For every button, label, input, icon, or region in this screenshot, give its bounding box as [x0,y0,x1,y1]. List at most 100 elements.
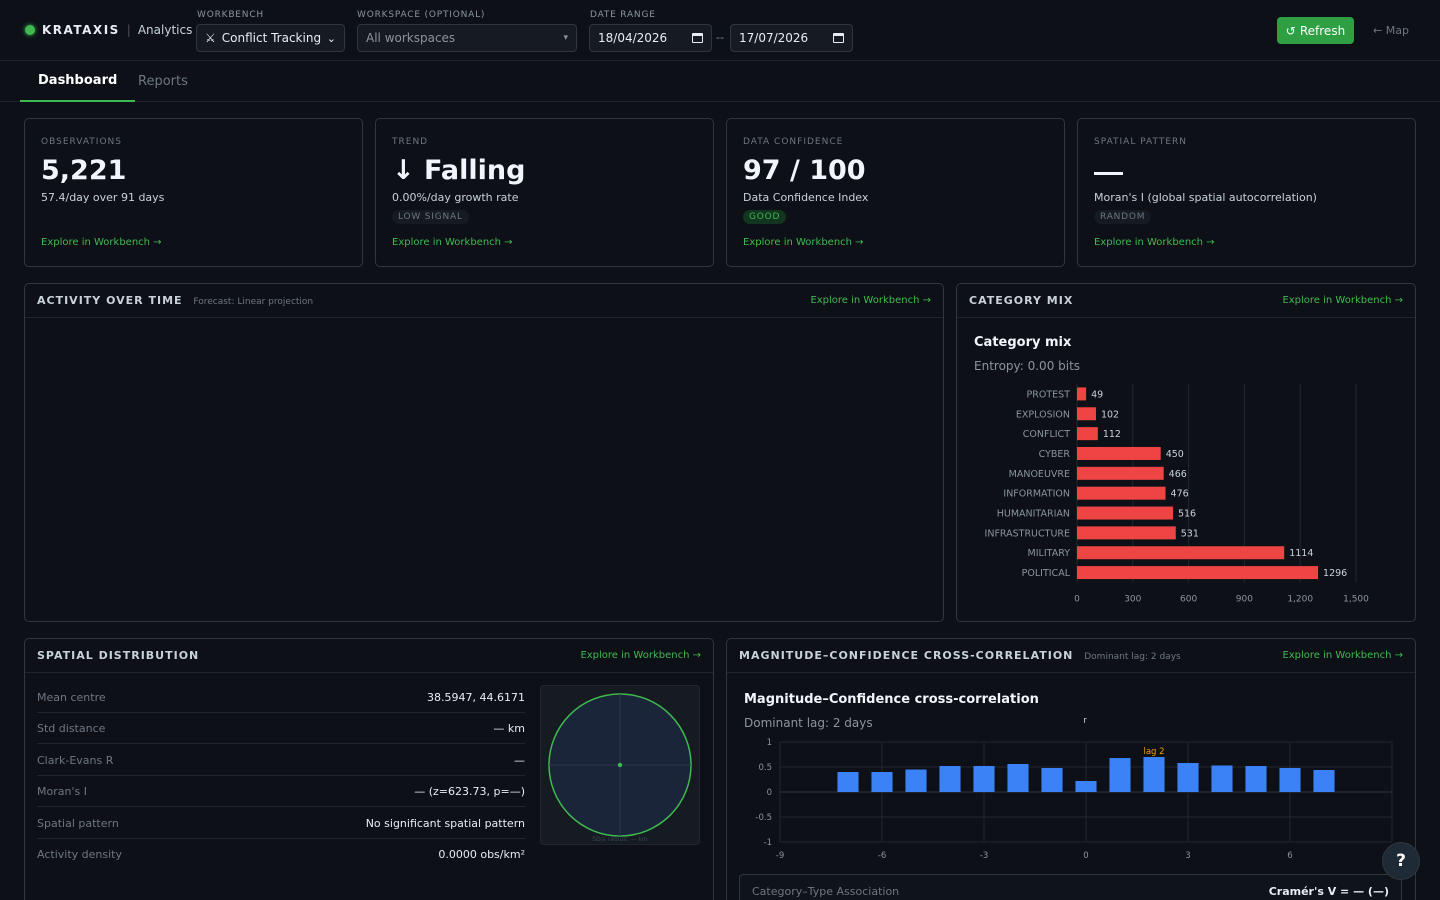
panel-header: ACTIVITY OVER TIME Forecast: Linear proj… [25,284,943,318]
kpi-card-confidence: DATA CONFIDENCE 97 / 100 Data Confidence… [726,118,1065,267]
explore-link[interactable]: Explore in Workbench → [743,237,864,248]
kpi-card-trend: TREND ↓ Falling 0.00%/day growth rate LO… [375,118,714,267]
workspace-value: All workspaces [366,31,456,45]
workspace-select[interactable]: All workspaces ▾ [357,24,577,52]
top-bar: KRATAXIS | Analytics WORKBENCH ⚔ Conflic… [0,0,1440,61]
xcorr-bar [1143,757,1165,792]
date-from-value: 18/04/2026 [598,31,668,45]
chart-title: Magnitude–Confidence cross-correlation [744,692,1039,707]
stat-label: Mean centre [37,690,106,704]
calendar-icon[interactable] [692,33,703,43]
category-label: INFORMATION [1003,489,1070,500]
xcorr-bar [871,772,893,792]
kpi-subtext: Data Confidence Index [743,191,869,204]
x-tick-label: 0 [1074,595,1080,605]
x-tick-label: 3 [1185,851,1190,861]
lag-marker-label: lag 2 [1143,747,1164,757]
activity-title: ACTIVITY OVER TIME [37,294,183,307]
app-logo[interactable]: KRATAXIS | Analytics [25,23,192,37]
kpi-label: OBSERVATIONS [41,137,122,147]
tab-dashboard[interactable]: Dashboard [20,61,136,102]
x-tick-label: 1,200 [1287,595,1313,605]
bar-value-label: 1296 [1323,568,1347,579]
map-link[interactable]: ← Map [1373,24,1409,37]
stat-label: Activity density [37,848,122,861]
category-bar [1077,407,1096,421]
xcorr-bar [1245,766,1267,792]
stat-row: Spatial pattern No significant spatial pa… [37,808,525,839]
kpi-card-spatial-pattern: SPATIAL PATTERN Moran's I (global spatia… [1077,118,1416,267]
category-label: HUMANITARIAN [997,509,1070,520]
logo-divider: | [126,23,131,37]
date-separator: -- [716,31,724,44]
chevron-down-icon: ⌄ [326,31,336,45]
explore-link[interactable]: Explore in Workbench → [41,237,162,248]
y-tick-label: 1 [767,738,772,748]
kpi-value: 97 / 100 [743,155,866,186]
panel-header: MAGNITUDE–CONFIDENCE CROSS-CORRELATION D… [727,639,1415,673]
x-tick-label: 600 [1180,595,1197,605]
x-tick-label: -6 [878,851,886,861]
workspace-label: WORKSPACE (OPTIONAL) [357,10,486,20]
stat-row: Activity density 0.0000 obs/km² [37,839,525,870]
dominant-lag-note: Dominant lag: 2 days [1084,652,1181,662]
cross-correlation-panel: MAGNITUDE–CONFIDENCE CROSS-CORRELATION D… [726,638,1416,900]
mean-centre-dot [617,762,623,768]
stat-row: Clark-Evans R — [37,745,525,776]
kpi-subtext: Moran's I (global spatial autocorrelatio… [1094,191,1317,204]
stat-row: Mean centre 38.5947, 44.6171 [37,682,525,713]
bar-value-label: 516 [1178,509,1196,520]
chart-title: Category mix [974,335,1072,350]
category-bar [1077,387,1087,401]
category-bar [1077,446,1161,460]
xcorr-bar [939,766,961,792]
kpi-card-observations: OBSERVATIONS 5,221 57.4/day over 91 days… [24,118,363,267]
workbench-select[interactable]: ⚔ Conflict Tracking ⌄ [196,24,345,52]
stat-label: Clark-Evans R [37,753,114,767]
y-tick-label: -0.5 [755,813,772,823]
category-label: CONFLICT [1023,429,1070,440]
explore-link[interactable]: Explore in Workbench → [1094,237,1215,248]
kpi-label: SPATIAL PATTERN [1094,137,1188,147]
spatial-panel: SPATIAL DISTRIBUTION Explore in Workbenc… [24,638,714,900]
stat-value: — (z=623.73, p=—) [414,784,525,798]
category-label: INFRASTRUCTURE [985,528,1070,539]
assoc-value: Cramér's V = — (—) [1268,885,1389,898]
dispersion-circle-svg: SD/ε radius: — km [548,693,692,843]
category-label: MANOEUVRE [1009,469,1070,480]
y-tick-label: -1 [764,838,772,848]
spatial-mini-map[interactable]: SD/ε radius: — km [540,685,700,845]
tab-reports[interactable]: Reports [138,74,188,89]
xcorr-bar [1279,768,1301,792]
explore-link[interactable]: Explore in Workbench → [1282,295,1403,306]
bar-value-label: 531 [1181,528,1199,539]
explore-link[interactable]: Explore in Workbench → [392,237,513,248]
chart-subtitle: Entropy: 0.00 bits [974,359,1081,373]
date-to-input[interactable]: 17/07/2026 [730,24,853,52]
explore-link[interactable]: Explore in Workbench → [810,295,931,306]
panel-title: MAGNITUDE–CONFIDENCE CROSS-CORRELATION D… [739,649,1181,662]
category-label: CYBER [1039,449,1071,460]
refresh-button[interactable]: ↺ Refresh [1277,17,1354,44]
calendar-icon[interactable] [833,33,844,43]
xcorr-bar [1177,763,1199,792]
assoc-label: Category–Type Association [752,885,900,898]
chevron-down-icon: ▾ [563,33,568,43]
date-to-value: 17/07/2026 [739,31,809,45]
help-button[interactable]: ? [1382,842,1420,880]
xcorr-title: MAGNITUDE–CONFIDENCE CROSS-CORRELATION [739,649,1074,662]
category-label: PROTEST [1027,389,1071,400]
explore-link[interactable]: Explore in Workbench → [1282,650,1403,661]
map-caption: SD/ε radius: — km [592,836,647,843]
workbench-value: Conflict Tracking [221,31,322,45]
xcorr-bar [837,772,859,792]
bar-value-label: 1114 [1289,548,1313,559]
stat-value: — [514,753,525,767]
signal-badge: LOW SIGNAL [392,210,469,224]
x-tick-label: 0 [1083,851,1088,861]
explore-link[interactable]: Explore in Workbench → [580,650,701,661]
panel-title: CATEGORY MIX [969,294,1074,307]
date-from-input[interactable]: 18/04/2026 [589,24,712,52]
stat-row: Moran's I — (z=623.73, p=—) [37,776,525,807]
x-tick-label: 900 [1236,595,1253,605]
